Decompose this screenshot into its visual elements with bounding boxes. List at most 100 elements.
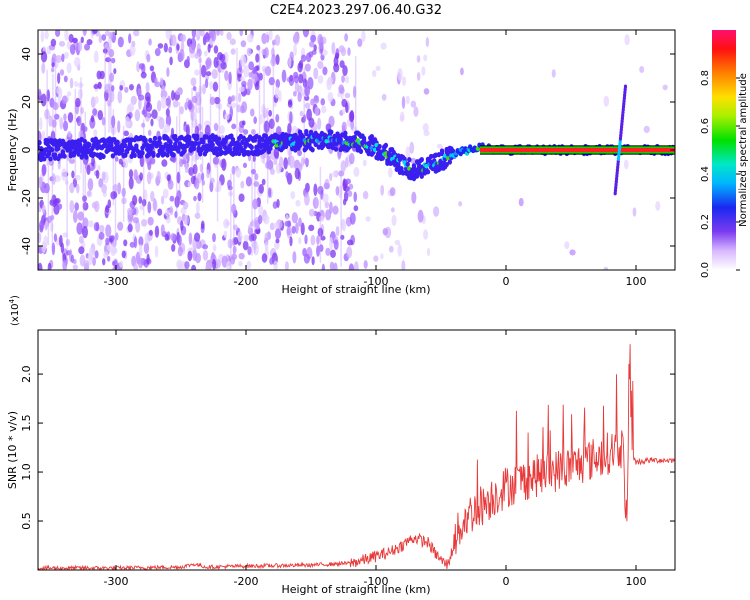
heatmap-cell xyxy=(165,209,170,217)
heatmap-cell xyxy=(199,163,203,173)
heatmap-band-cell xyxy=(171,152,176,158)
heatmap-cell xyxy=(328,172,333,182)
heatmap-cell xyxy=(174,211,178,219)
heatmap-cell xyxy=(146,171,152,185)
heatmap-band-cell xyxy=(187,134,192,141)
heatmap-cell xyxy=(41,62,46,74)
heatmap-cell xyxy=(302,30,310,38)
heatmap-cell xyxy=(242,240,249,251)
heatmap-cell xyxy=(329,261,335,270)
heatmap-cell xyxy=(154,81,161,88)
heatmap-cell xyxy=(319,215,324,223)
heatmap-cell xyxy=(327,76,333,85)
heatmap-cell xyxy=(123,158,129,169)
x-tick-label: -300 xyxy=(104,275,129,288)
heatmap-cell xyxy=(564,241,570,250)
heatmap-band-cell xyxy=(62,153,67,159)
heatmap-cell xyxy=(275,113,280,123)
heatmap-cell xyxy=(38,262,43,270)
heatmap-cell xyxy=(196,106,201,114)
heatmap-cell xyxy=(38,176,43,189)
heatmap-cell xyxy=(117,90,123,104)
heatmap-cell xyxy=(191,118,198,129)
heatmap-cell xyxy=(362,190,369,200)
heatmap-cell xyxy=(293,43,297,56)
heatmap-streak xyxy=(108,36,110,133)
colorbar: 0.0 0.2 0.4 0.6 0.8 Normalized spectral ampl… xyxy=(700,30,749,278)
heatmap-cell xyxy=(136,61,140,73)
heatmap-cell xyxy=(177,246,183,257)
heatmap-cell xyxy=(51,62,55,68)
heatmap-cell xyxy=(170,233,176,242)
heatmap-cell xyxy=(74,80,78,88)
heatmap-band-highlight xyxy=(324,139,329,144)
heatmap-cell xyxy=(160,96,167,109)
heatmap-cell xyxy=(258,183,264,194)
heatmap-cell xyxy=(274,241,280,250)
heatmap-cell xyxy=(104,57,112,63)
heatmap-cell xyxy=(292,251,297,264)
heatmap-cell xyxy=(109,89,115,103)
heatmap-cell xyxy=(110,85,115,92)
heatmap-cell xyxy=(141,122,146,128)
heatmap-cell xyxy=(261,253,268,263)
heatmap-cell xyxy=(325,247,331,256)
heatmap-band-cell xyxy=(377,143,382,150)
y-tick-label: 0.5 xyxy=(20,512,33,530)
heatmap-cell xyxy=(298,73,304,84)
heatmap-cell xyxy=(146,53,151,63)
heatmap-cell xyxy=(194,69,200,76)
heatmap-cell xyxy=(205,263,211,270)
heatmap-cell xyxy=(71,170,75,179)
heatmap-cell xyxy=(154,48,161,57)
heatmap-cell xyxy=(212,81,219,92)
heatmap-cell xyxy=(308,224,315,232)
heatmap-cell xyxy=(214,259,222,269)
heatmap-cell xyxy=(86,164,91,176)
heatmap-cell xyxy=(188,102,193,110)
heatmap-cell xyxy=(284,220,291,227)
heatmap-cell xyxy=(268,76,275,86)
heatmap-cell xyxy=(411,191,417,204)
heatmap-cell xyxy=(42,46,47,53)
heatmap-streak xyxy=(82,132,85,229)
heatmap-cell xyxy=(221,158,227,171)
heatmap-cell xyxy=(132,194,138,206)
heatmap-cell xyxy=(87,190,92,197)
heatmap-band-cell xyxy=(101,153,106,160)
snr-y-scale-exp: 4 xyxy=(8,298,16,303)
heatmap-cell xyxy=(231,123,237,130)
heatmap-cell xyxy=(176,190,182,201)
heatmap-band-cell xyxy=(151,150,156,156)
heatmap-streak xyxy=(66,155,68,252)
heatmap-cell xyxy=(211,69,218,79)
heatmap-cell xyxy=(655,201,661,211)
heatmap-cell xyxy=(168,46,173,54)
heatmap-cell xyxy=(317,75,324,84)
heatmap-cell xyxy=(199,30,205,37)
heatmap-cell xyxy=(298,59,304,69)
heatmap-band-cell xyxy=(129,137,134,143)
heatmap-cell xyxy=(390,207,395,213)
heatmap-band-cell xyxy=(115,139,120,145)
heatmap-cell xyxy=(138,244,143,257)
heatmap-cell xyxy=(275,126,282,136)
heatmap-cell xyxy=(329,249,336,258)
heatmap-cell xyxy=(373,255,379,262)
heatmap-cell xyxy=(75,183,80,194)
heatmap-cell xyxy=(148,229,153,236)
heatmap-cell xyxy=(240,76,245,82)
heatmap-cell xyxy=(108,49,115,58)
heatmap-streak xyxy=(84,111,87,208)
heatmap-cell xyxy=(163,90,168,98)
heatmap-cell xyxy=(92,256,97,266)
heatmap-cell xyxy=(119,260,124,268)
heatmap-cell xyxy=(417,209,424,223)
heatmap-band-cell xyxy=(194,135,200,141)
heatmap-cell xyxy=(288,155,295,169)
heatmap-cell xyxy=(211,251,215,261)
y-tick-label: 20 xyxy=(20,95,33,109)
heatmap-cell xyxy=(179,158,184,168)
heatmap-cell xyxy=(157,43,164,49)
heatmap-streak xyxy=(74,88,77,185)
